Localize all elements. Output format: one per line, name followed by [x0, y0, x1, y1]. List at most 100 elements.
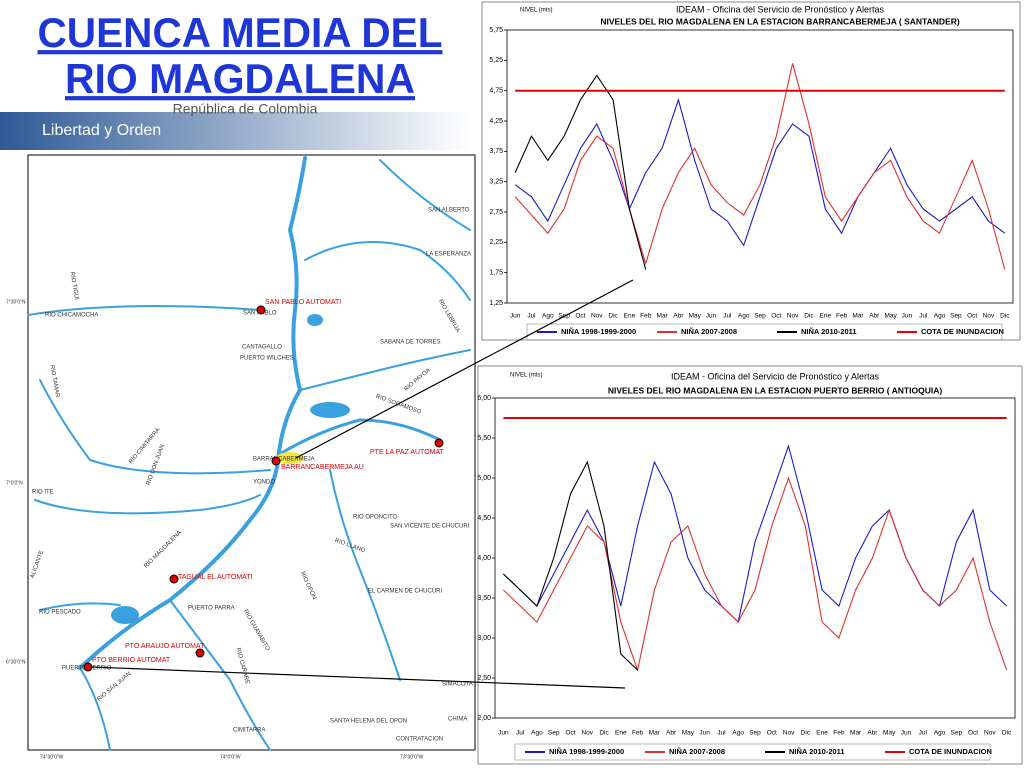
x-tick-label: May — [689, 313, 702, 320]
x-tick-label: Abr — [869, 313, 880, 320]
x-tick-label: Jul — [919, 313, 928, 320]
banner — [0, 112, 470, 150]
river — [39, 379, 271, 475]
x-tick-label: Jun — [498, 730, 509, 737]
place-label: SABANA DE TORRES — [380, 340, 440, 346]
x-tick-label: Oct — [767, 730, 777, 737]
x-tick-label: Jul — [717, 730, 726, 737]
series-line — [514, 97, 1006, 247]
x-tick-label: Dic — [599, 730, 609, 737]
y-tick-label: 3,00 — [477, 635, 491, 642]
x-tick-label: Ene — [615, 730, 627, 737]
x-tick-label: Mar — [649, 730, 661, 737]
x-tick-label: Ago — [732, 730, 744, 737]
x-tick-label: Jun — [699, 730, 710, 737]
x-tick-label: Dic — [1000, 313, 1010, 320]
station-label: PTO ARAUJO AUTOMAT — [125, 643, 205, 650]
x-tick-label: Nov — [983, 313, 995, 320]
x-tick-label: Nov — [581, 730, 593, 737]
chart-frame — [481, 1, 1021, 341]
x-tick-label: Mar — [850, 730, 862, 737]
place-label: CIMITARRA — [233, 728, 266, 734]
y-tick-label: 5,50 — [477, 435, 491, 442]
series-line — [514, 63, 1006, 270]
x-tick-label: Jun — [902, 313, 913, 320]
x-tick-label: Ago — [934, 313, 946, 320]
x-tick-label: Ene — [624, 313, 636, 320]
river — [329, 469, 401, 681]
legend-label: COTA DE INUNDACION — [909, 747, 992, 756]
map: SAN ALBERTO LA ESPERANZA RIO LEBRIJA RIO… — [6, 154, 476, 760]
x-tick-label: Abr — [666, 730, 677, 737]
x-tick-label: Dic — [801, 730, 811, 737]
coordinate-label: 74°30'0"W — [40, 754, 64, 760]
x-tick-label: Sep — [749, 730, 761, 737]
x-tick-label: Oct — [575, 313, 585, 320]
x-tick-label: Feb — [632, 730, 644, 737]
coordinate-label: 7°0'0"N — [6, 480, 23, 486]
series-line — [503, 460, 638, 671]
river — [169, 599, 271, 751]
banner-subtitle: República de Colombia — [173, 101, 318, 117]
x-tick-label: Abr — [867, 730, 878, 737]
y-tick-label: 1,75 — [489, 270, 503, 277]
place-label: PUERTO WILCHES — [240, 356, 294, 362]
charts: IDEAM - Oficina del Servicio de Pronósti… — [477, 4, 1016, 761]
legend-label: NIÑA 2010-2011 — [801, 327, 857, 336]
place-label: RIO ITE — [32, 490, 54, 496]
river — [299, 349, 471, 391]
y-tick-label: 5,00 — [477, 475, 491, 482]
y-tick-label: 2,00 — [477, 715, 491, 722]
x-tick-label: Ago — [934, 730, 946, 737]
x-tick-label: Oct — [565, 730, 575, 737]
highlight — [276, 452, 304, 464]
slide-title: CUENCA MEDIA DEL — [38, 9, 443, 56]
y-tick-label: 4,75 — [489, 88, 503, 95]
x-tick-label: Jul — [919, 730, 928, 737]
y-tick-label: 3,25 — [489, 179, 503, 186]
x-tick-label: Ago — [542, 313, 554, 320]
x-tick-label: Jul — [527, 313, 536, 320]
x-tick-label: Feb — [640, 313, 652, 320]
pointer-arrow — [91, 666, 626, 689]
station-marker — [83, 662, 93, 672]
station-marker — [256, 305, 266, 315]
x-tick-label: Abr — [673, 313, 684, 320]
lake — [307, 314, 323, 326]
slide-title: RIO MAGDALENA — [65, 55, 415, 102]
station-marker — [434, 438, 444, 448]
x-tick-label: Jun — [901, 730, 912, 737]
place-label: EL CARMEN DE CHUCURI — [368, 589, 442, 595]
x-tick-label: Ago — [738, 313, 750, 320]
x-tick-label: Dic — [804, 313, 814, 320]
x-tick-label: Mar — [656, 313, 668, 320]
station-label: PTE LA PAZ AUTOMAT — [370, 449, 445, 456]
series-line — [514, 74, 647, 270]
lake — [111, 606, 139, 624]
coordinate-label: 74°0'0"W — [220, 754, 241, 760]
place-label: SIMACOTA — [442, 682, 473, 688]
chart-title: IDEAM - Oficina del Servicio de Pronósti… — [676, 4, 885, 14]
plot-area — [506, 29, 1014, 304]
legend-label: COTA DE INUNDACION — [921, 327, 1004, 336]
x-tick-label: Ene — [816, 730, 828, 737]
legend-label: NIÑA 1998-1999-2000 — [549, 747, 624, 756]
station-marker — [271, 456, 281, 466]
river — [379, 159, 471, 231]
x-tick-label: Nov — [787, 313, 799, 320]
place-label: SANTA HELENA DEL OPON — [330, 719, 407, 725]
x-tick-label: Ago — [531, 730, 543, 737]
legend-label: NIÑA 2007-2008 — [669, 747, 725, 756]
pointer-arrow — [295, 279, 634, 459]
x-tick-label: Feb — [833, 730, 845, 737]
place-label: YONDO — [253, 480, 275, 486]
river — [34, 494, 261, 515]
station-label: PTO BERRIO AUTOMAT — [92, 657, 171, 664]
y-tick-label: 2,50 — [477, 675, 491, 682]
coordinate-label: 6°30'0"N — [6, 659, 26, 665]
series-line — [503, 476, 1008, 673]
place-label: SAN ALBERTO — [428, 208, 470, 214]
y-tick-label: 2,75 — [489, 209, 503, 216]
place-label: RIO PESCADO — [39, 610, 81, 616]
